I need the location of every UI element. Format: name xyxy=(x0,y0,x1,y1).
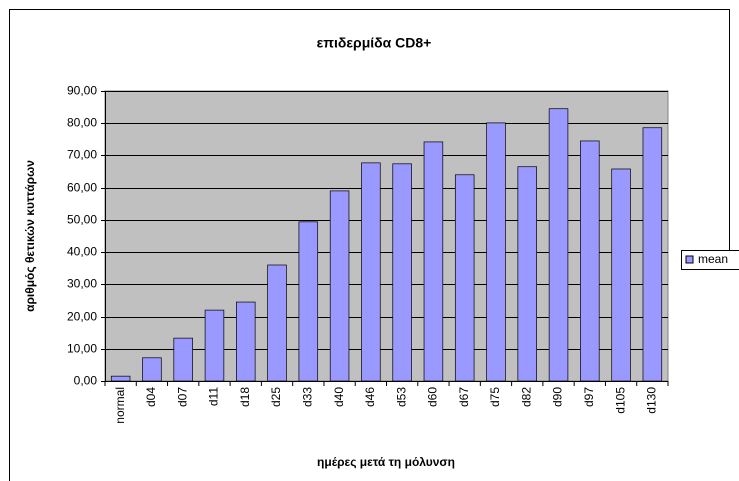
y-tick-label: 60,00 xyxy=(67,181,97,195)
bar xyxy=(580,140,600,382)
x-tick-label: d53 xyxy=(394,387,408,407)
legend: mean xyxy=(681,250,739,270)
x-tick-label: d46 xyxy=(363,387,377,407)
x-tick-label: d105 xyxy=(613,387,627,414)
x-tick-label: d130 xyxy=(645,387,659,414)
x-tick-label: normal xyxy=(113,387,127,424)
bar xyxy=(329,190,350,382)
bar xyxy=(110,375,131,382)
bar xyxy=(548,108,569,382)
x-tick-label: d60 xyxy=(426,387,440,407)
bar xyxy=(298,221,319,382)
x-tick-label: d82 xyxy=(519,387,533,407)
bar xyxy=(423,141,444,382)
chart-border xyxy=(9,9,730,481)
bar xyxy=(173,337,193,382)
legend-box xyxy=(681,250,739,270)
x-tick-label: d04 xyxy=(144,387,158,407)
y-tick-label: 50,00 xyxy=(67,213,97,227)
x-tick-label: d97 xyxy=(582,387,596,407)
chart-title: επιδερμίδα CD8+ xyxy=(317,35,432,51)
y-tick-label: 40,00 xyxy=(67,245,97,259)
bar xyxy=(142,357,162,382)
bar xyxy=(486,122,506,382)
x-tick-label: d75 xyxy=(488,387,502,407)
x-tick-label: d33 xyxy=(300,387,314,407)
y-axis-label: αριθμός θετικών κυττάρων xyxy=(23,160,37,312)
y-tick-label: 20,00 xyxy=(67,310,97,324)
x-tick-label: d11 xyxy=(207,387,221,406)
legend-swatch xyxy=(685,255,694,264)
x-tick-label: d40 xyxy=(332,387,346,407)
y-tick-label: 0,00 xyxy=(74,374,98,388)
y-tick-label: 80,00 xyxy=(67,116,97,130)
y-tick-label: 90,00 xyxy=(67,84,97,98)
legend-label: mean xyxy=(698,252,728,266)
x-tick-label: d90 xyxy=(551,387,565,407)
plot-area xyxy=(104,90,669,382)
bar xyxy=(204,309,225,382)
y-tick-label: 70,00 xyxy=(67,148,97,162)
x-tick-label: d25 xyxy=(269,387,283,407)
bar xyxy=(642,127,663,382)
x-axis-label: ημέρες μετά τη μόλυνση xyxy=(317,455,455,469)
y-tick-label: 30,00 xyxy=(67,277,97,291)
x-tick-label: d07 xyxy=(175,387,189,407)
x-tick-label: d18 xyxy=(238,387,252,407)
bar xyxy=(392,163,412,382)
bar xyxy=(454,174,475,382)
y-tick-label: 10,00 xyxy=(67,342,97,356)
bar xyxy=(517,166,537,382)
bar xyxy=(267,264,287,382)
x-tick-label: d67 xyxy=(457,387,471,407)
bar xyxy=(361,162,381,382)
bar xyxy=(611,168,631,382)
bar xyxy=(236,301,256,382)
